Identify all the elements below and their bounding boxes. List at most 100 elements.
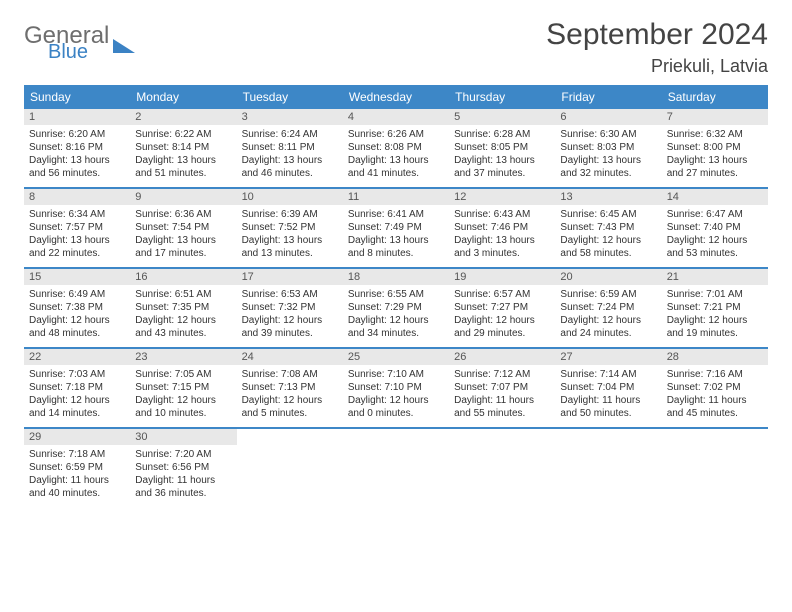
day-body: Sunrise: 6:32 AMSunset: 8:00 PMDaylight:… [662, 125, 768, 187]
sunset-text: Sunset: 8:05 PM [454, 141, 550, 154]
sunset-text: Sunset: 8:11 PM [242, 141, 338, 154]
day-number: 27 [555, 349, 661, 365]
sunset-text: Sunset: 6:56 PM [135, 461, 231, 474]
day-number: 22 [24, 349, 130, 365]
day-cell [449, 428, 555, 507]
sunrise-text: Sunrise: 6:41 AM [348, 208, 444, 221]
sunset-text: Sunset: 7:40 PM [667, 221, 763, 234]
sunset-text: Sunset: 7:46 PM [454, 221, 550, 234]
daylight-text: Daylight: 11 hours and 50 minutes. [560, 394, 656, 420]
daylight-text: Daylight: 13 hours and 17 minutes. [135, 234, 231, 260]
sunrise-text: Sunrise: 6:43 AM [454, 208, 550, 221]
daylight-text: Daylight: 13 hours and 22 minutes. [29, 234, 125, 260]
day-cell: 26Sunrise: 7:12 AMSunset: 7:07 PMDayligh… [449, 348, 555, 428]
sunset-text: Sunset: 7:02 PM [667, 381, 763, 394]
daylight-text: Daylight: 12 hours and 10 minutes. [135, 394, 231, 420]
daylight-text: Daylight: 12 hours and 24 minutes. [560, 314, 656, 340]
day-cell: 29Sunrise: 7:18 AMSunset: 6:59 PMDayligh… [24, 428, 130, 507]
daylight-text: Daylight: 13 hours and 41 minutes. [348, 154, 444, 180]
daylight-text: Daylight: 11 hours and 36 minutes. [135, 474, 231, 500]
day-body: Sunrise: 6:20 AMSunset: 8:16 PMDaylight:… [24, 125, 130, 187]
day-cell: 6Sunrise: 6:30 AMSunset: 8:03 PMDaylight… [555, 109, 661, 188]
day-number: 15 [24, 269, 130, 285]
daylight-text: Daylight: 13 hours and 8 minutes. [348, 234, 444, 260]
day-number: 12 [449, 189, 555, 205]
sunrise-text: Sunrise: 7:20 AM [135, 448, 231, 461]
daylight-text: Daylight: 13 hours and 56 minutes. [29, 154, 125, 180]
sunrise-text: Sunrise: 6:55 AM [348, 288, 444, 301]
day-header: Sunday [24, 85, 130, 109]
day-body: Sunrise: 7:12 AMSunset: 7:07 PMDaylight:… [449, 365, 555, 427]
day-cell: 27Sunrise: 7:14 AMSunset: 7:04 PMDayligh… [555, 348, 661, 428]
day-cell: 16Sunrise: 6:51 AMSunset: 7:35 PMDayligh… [130, 268, 236, 348]
day-body: Sunrise: 7:16 AMSunset: 7:02 PMDaylight:… [662, 365, 768, 427]
day-number: 23 [130, 349, 236, 365]
sunrise-text: Sunrise: 7:14 AM [560, 368, 656, 381]
daylight-text: Daylight: 11 hours and 40 minutes. [29, 474, 125, 500]
day-cell: 28Sunrise: 7:16 AMSunset: 7:02 PMDayligh… [662, 348, 768, 428]
sunrise-text: Sunrise: 6:32 AM [667, 128, 763, 141]
daylight-text: Daylight: 12 hours and 48 minutes. [29, 314, 125, 340]
logo-text-blue: Blue [48, 42, 109, 62]
sunset-text: Sunset: 8:03 PM [560, 141, 656, 154]
sunrise-text: Sunrise: 6:22 AM [135, 128, 231, 141]
day-header: Saturday [662, 85, 768, 109]
day-number: 17 [237, 269, 343, 285]
sunset-text: Sunset: 8:00 PM [667, 141, 763, 154]
day-body: Sunrise: 7:01 AMSunset: 7:21 PMDaylight:… [662, 285, 768, 347]
day-cell: 9Sunrise: 6:36 AMSunset: 7:54 PMDaylight… [130, 188, 236, 268]
location: Priekuli, Latvia [546, 56, 768, 77]
day-body: Sunrise: 6:30 AMSunset: 8:03 PMDaylight:… [555, 125, 661, 187]
sunset-text: Sunset: 7:10 PM [348, 381, 444, 394]
day-number: 5 [449, 109, 555, 125]
day-body: Sunrise: 7:20 AMSunset: 6:56 PMDaylight:… [130, 445, 236, 507]
week-row: 29Sunrise: 7:18 AMSunset: 6:59 PMDayligh… [24, 428, 768, 507]
day-number: 13 [555, 189, 661, 205]
day-number: 24 [237, 349, 343, 365]
sunset-text: Sunset: 7:27 PM [454, 301, 550, 314]
day-header: Thursday [449, 85, 555, 109]
day-cell: 1Sunrise: 6:20 AMSunset: 8:16 PMDaylight… [24, 109, 130, 188]
sunset-text: Sunset: 7:07 PM [454, 381, 550, 394]
sunrise-text: Sunrise: 6:39 AM [242, 208, 338, 221]
logo-triangle-icon [113, 39, 135, 53]
day-number: 21 [662, 269, 768, 285]
day-body: Sunrise: 6:45 AMSunset: 7:43 PMDaylight:… [555, 205, 661, 267]
day-cell: 15Sunrise: 6:49 AMSunset: 7:38 PMDayligh… [24, 268, 130, 348]
day-body: Sunrise: 6:59 AMSunset: 7:24 PMDaylight:… [555, 285, 661, 347]
day-cell: 30Sunrise: 7:20 AMSunset: 6:56 PMDayligh… [130, 428, 236, 507]
sunrise-text: Sunrise: 6:28 AM [454, 128, 550, 141]
daylight-text: Daylight: 13 hours and 13 minutes. [242, 234, 338, 260]
day-cell [237, 428, 343, 507]
daylight-text: Daylight: 12 hours and 29 minutes. [454, 314, 550, 340]
day-cell [662, 428, 768, 507]
day-body: Sunrise: 6:53 AMSunset: 7:32 PMDaylight:… [237, 285, 343, 347]
daylight-text: Daylight: 13 hours and 3 minutes. [454, 234, 550, 260]
day-number: 11 [343, 189, 449, 205]
sunrise-text: Sunrise: 6:45 AM [560, 208, 656, 221]
day-cell: 17Sunrise: 6:53 AMSunset: 7:32 PMDayligh… [237, 268, 343, 348]
day-number: 3 [237, 109, 343, 125]
day-cell: 10Sunrise: 6:39 AMSunset: 7:52 PMDayligh… [237, 188, 343, 268]
sunrise-text: Sunrise: 6:57 AM [454, 288, 550, 301]
sunrise-text: Sunrise: 7:03 AM [29, 368, 125, 381]
sunrise-text: Sunrise: 7:01 AM [667, 288, 763, 301]
day-number: 1 [24, 109, 130, 125]
day-cell: 23Sunrise: 7:05 AMSunset: 7:15 PMDayligh… [130, 348, 236, 428]
day-number: 18 [343, 269, 449, 285]
sunrise-text: Sunrise: 6:59 AM [560, 288, 656, 301]
day-cell: 24Sunrise: 7:08 AMSunset: 7:13 PMDayligh… [237, 348, 343, 428]
month-title: September 2024 [546, 18, 768, 52]
sunset-text: Sunset: 7:57 PM [29, 221, 125, 234]
daylight-text: Daylight: 12 hours and 58 minutes. [560, 234, 656, 260]
sunrise-text: Sunrise: 7:12 AM [454, 368, 550, 381]
day-body: Sunrise: 6:26 AMSunset: 8:08 PMDaylight:… [343, 125, 449, 187]
week-row: 1Sunrise: 6:20 AMSunset: 8:16 PMDaylight… [24, 109, 768, 188]
day-cell: 13Sunrise: 6:45 AMSunset: 7:43 PMDayligh… [555, 188, 661, 268]
day-body: Sunrise: 7:14 AMSunset: 7:04 PMDaylight:… [555, 365, 661, 427]
day-cell [343, 428, 449, 507]
day-number: 30 [130, 429, 236, 445]
day-header: Monday [130, 85, 236, 109]
sunrise-text: Sunrise: 7:05 AM [135, 368, 231, 381]
day-cell: 4Sunrise: 6:26 AMSunset: 8:08 PMDaylight… [343, 109, 449, 188]
